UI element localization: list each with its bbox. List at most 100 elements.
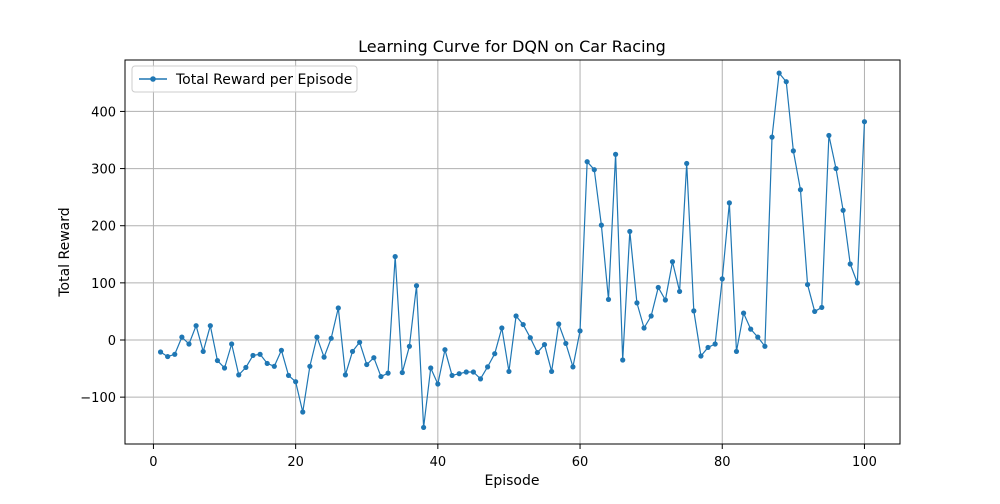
data-point bbox=[264, 360, 270, 367]
data-point bbox=[328, 335, 334, 341]
data-point bbox=[456, 371, 462, 377]
data-point bbox=[705, 344, 711, 351]
data-point bbox=[435, 381, 441, 387]
data-point bbox=[442, 347, 448, 353]
data-point bbox=[307, 363, 313, 369]
y-axis-label: Total Reward bbox=[57, 207, 73, 297]
data-point bbox=[669, 259, 676, 265]
data-point bbox=[534, 349, 540, 356]
data-point bbox=[563, 340, 569, 347]
x-tick-label: 20 bbox=[287, 455, 304, 470]
series-line bbox=[160, 72, 866, 429]
data-point bbox=[193, 323, 199, 329]
legend-box bbox=[131, 65, 358, 93]
data-point bbox=[762, 343, 768, 349]
data-point bbox=[541, 341, 548, 348]
data-point bbox=[335, 305, 341, 311]
data-point bbox=[819, 304, 825, 311]
data-point bbox=[293, 379, 299, 385]
legend-marker-swatch bbox=[150, 76, 156, 82]
data-point bbox=[385, 370, 391, 376]
data-point bbox=[804, 281, 811, 288]
series-layer bbox=[157, 70, 868, 431]
data-point bbox=[300, 409, 306, 415]
data-point bbox=[605, 296, 612, 303]
data-point bbox=[826, 132, 832, 139]
data-point bbox=[691, 308, 697, 314]
x-tick-label: 60 bbox=[572, 455, 589, 470]
y-tick-label: 200 bbox=[91, 220, 116, 235]
data-point bbox=[634, 300, 640, 306]
legend-label: Total Reward per Episode bbox=[175, 72, 352, 88]
data-point bbox=[470, 369, 476, 375]
data-point bbox=[684, 160, 690, 167]
x-tick-label: 0 bbox=[149, 455, 157, 470]
data-point bbox=[378, 373, 384, 380]
data-point bbox=[157, 349, 164, 355]
data-point bbox=[698, 353, 704, 359]
data-point bbox=[463, 369, 469, 375]
data-point bbox=[200, 348, 206, 355]
y-tick-label: 100 bbox=[91, 277, 116, 292]
data-point bbox=[186, 341, 192, 347]
data-point bbox=[428, 365, 434, 371]
data-point bbox=[748, 326, 754, 332]
data-point bbox=[591, 167, 597, 173]
data-point bbox=[179, 334, 185, 340]
data-point bbox=[207, 323, 213, 329]
plot-area bbox=[125, 60, 900, 444]
data-point bbox=[712, 341, 718, 347]
data-point bbox=[584, 159, 590, 165]
data-point bbox=[314, 334, 320, 340]
data-point bbox=[499, 325, 505, 331]
x-axis-label: Episode bbox=[485, 473, 540, 489]
data-point bbox=[349, 348, 356, 355]
data-point bbox=[257, 351, 263, 357]
data-point bbox=[797, 187, 804, 193]
data-point bbox=[449, 372, 455, 379]
data-point bbox=[221, 365, 228, 371]
data-point bbox=[421, 424, 427, 431]
data-point bbox=[833, 165, 839, 172]
data-point bbox=[527, 335, 533, 341]
data-point bbox=[357, 339, 363, 345]
y-tick-label: −100 bbox=[80, 391, 116, 406]
data-point bbox=[285, 372, 292, 379]
data-point bbox=[236, 372, 242, 378]
data-point bbox=[769, 134, 775, 140]
data-point bbox=[413, 283, 420, 289]
data-point bbox=[598, 222, 604, 228]
data-point bbox=[613, 151, 619, 157]
data-point bbox=[278, 347, 285, 353]
data-point bbox=[733, 348, 740, 355]
data-point bbox=[648, 313, 654, 319]
data-point bbox=[676, 288, 683, 295]
legend: Total Reward per Episode bbox=[131, 65, 358, 93]
x-tick-label: 80 bbox=[714, 455, 731, 470]
data-point bbox=[271, 363, 277, 369]
data-point bbox=[620, 357, 626, 363]
data-point bbox=[556, 321, 562, 327]
data-point bbox=[371, 355, 377, 361]
data-point bbox=[506, 368, 512, 375]
data-point bbox=[250, 352, 256, 359]
data-point bbox=[172, 351, 178, 357]
data-point bbox=[726, 200, 732, 206]
data-point bbox=[662, 297, 668, 303]
x-tick-label: 40 bbox=[430, 455, 447, 470]
data-point bbox=[783, 79, 789, 85]
data-point bbox=[740, 310, 747, 316]
y-tick-label: 300 bbox=[91, 163, 116, 178]
data-point bbox=[549, 368, 555, 375]
data-point bbox=[812, 308, 818, 315]
data-point bbox=[776, 70, 782, 76]
data-point bbox=[165, 353, 171, 360]
data-point bbox=[840, 207, 846, 213]
data-point bbox=[655, 284, 661, 291]
data-point bbox=[861, 119, 868, 125]
data-point bbox=[364, 361, 370, 368]
data-point bbox=[854, 280, 860, 286]
data-point bbox=[641, 325, 647, 331]
